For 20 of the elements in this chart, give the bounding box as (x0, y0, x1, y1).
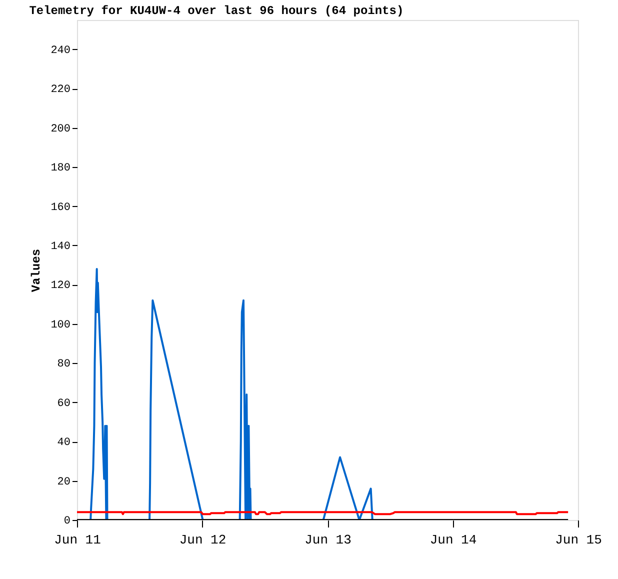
x-tick-label: Jun 13 (304, 532, 352, 548)
y-tick-label: 100 (50, 319, 70, 332)
y-axis-title: Values (30, 248, 44, 292)
x-tick-label: Jun 14 (430, 532, 477, 548)
x-tick-label: Jun 11 (54, 532, 102, 548)
y-tick-label: 180 (50, 162, 70, 175)
y-tick-label: 60 (57, 398, 70, 410)
y-tick-label: 20 (57, 476, 70, 488)
y-tick-label: 240 (50, 44, 70, 57)
x-tick-label: Jun 12 (179, 532, 226, 548)
y-tick-label: 220 (50, 84, 70, 96)
y-tick-label: 40 (57, 437, 70, 450)
y-tick-label: 160 (50, 202, 70, 214)
y-tick-label: 0 (64, 516, 70, 528)
chart-title: Telemetry for KU4UW-4 over last 96 hours (64 points) (29, 4, 404, 18)
y-tick-label: 140 (50, 240, 70, 253)
y-tick-label: 200 (50, 123, 70, 136)
y-tick-label: 120 (50, 280, 70, 292)
x-tick-label: Jun 15 (555, 532, 602, 548)
y-tick-label: 80 (57, 358, 70, 371)
